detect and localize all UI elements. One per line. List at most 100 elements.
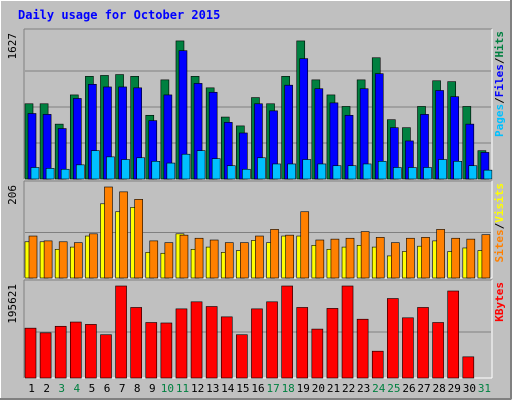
- bar-sites-day-24: [375, 237, 385, 279]
- x-tick-label-day-4: 4: [74, 382, 81, 395]
- x-tick-label-day-5: 5: [89, 382, 96, 395]
- bar-sites-day-27: [421, 237, 430, 279]
- bar-kbytes-day-11: [175, 308, 188, 379]
- bar-kbytes-day-20: [311, 328, 324, 379]
- x-tick-label-day-26: 26: [402, 382, 415, 395]
- x-tick-label-day-10: 10: [161, 382, 174, 395]
- bar-sites-day-6: [104, 186, 113, 279]
- legend-entry: Visits: [493, 183, 506, 223]
- x-tick-label-day-9: 9: [149, 382, 156, 395]
- y-max-label: 195621: [6, 284, 19, 324]
- bar-sites-day-1: [28, 235, 38, 279]
- bar-pages-day-23: [362, 163, 372, 180]
- bar-pages-day-6: [106, 156, 115, 180]
- bar-sites-day-22: [345, 237, 355, 279]
- bar-kbytes-day-21: [326, 308, 339, 379]
- x-tick-label-day-18: 18: [282, 382, 295, 395]
- bar-kbytes-day-14: [220, 316, 233, 379]
- x-tick-label-day-16: 16: [251, 382, 264, 395]
- legend-entry: /: [493, 57, 506, 64]
- bar-pages-day-22: [347, 165, 357, 180]
- bar-kbytes-day-24: [371, 350, 384, 379]
- x-tick-label-day-20: 20: [312, 382, 325, 395]
- bar-pages-day-7: [121, 159, 130, 180]
- bar-kbytes-day-22: [341, 285, 354, 379]
- bar-kbytes-day-9: [145, 322, 158, 379]
- x-tick-label-day-13: 13: [206, 382, 219, 395]
- bar-pages-day-12: [196, 150, 206, 180]
- bar-kbytes-day-27: [417, 307, 429, 379]
- bar-kbytes-day-25: [387, 298, 399, 379]
- bar-pages-day-21: [332, 165, 342, 180]
- x-tick-label-day-27: 27: [417, 382, 430, 395]
- bar-pages-day-9: [151, 161, 161, 180]
- bar-sites-day-5: [89, 233, 98, 279]
- bar-pages-day-19: [302, 159, 312, 180]
- legend: Pages/Files/Hits: [493, 31, 506, 137]
- x-axis-labels: 1 2 3 4 5 6 7 8 9 10 11 12 13 14 15 16 17 18 19 20 21 22 23 24 2…: [28, 382, 491, 395]
- bar-sites-day-29: [451, 237, 461, 279]
- legend-entry: /: [493, 97, 506, 104]
- bar-sites-day-12: [194, 237, 204, 279]
- x-tick-label-day-8: 8: [134, 382, 141, 395]
- bar-pages-day-2: [45, 168, 55, 180]
- bar-sites-day-14: [224, 242, 234, 279]
- bar-sites-day-2: [43, 240, 53, 279]
- bar-pages-day-10: [166, 162, 176, 180]
- bar-kbytes-day-3: [54, 325, 67, 379]
- bar-sites-day-8: [134, 199, 143, 279]
- bar-kbytes-day-7: [115, 285, 127, 379]
- bar-pages-day-20: [317, 163, 327, 180]
- bar-pages-day-25: [393, 167, 402, 180]
- bar-pages-day-1: [30, 167, 40, 180]
- panels-layer: 1627Pages/Files/Hits206Sites/Visits19562…: [6, 28, 506, 379]
- bar-pages-day-27: [423, 167, 432, 180]
- bar-kbytes-day-19: [296, 307, 309, 379]
- legend-entry: Hits: [493, 31, 506, 58]
- bar-sites-day-10: [164, 242, 174, 279]
- x-tick-label-day-29: 29: [448, 382, 461, 395]
- bar-sites-day-16: [255, 235, 264, 279]
- legend: Sites/Visits: [493, 183, 506, 263]
- bar-sites-day-15: [240, 242, 249, 279]
- legend-entry: Pages: [493, 104, 506, 137]
- bar-sites-day-4: [73, 242, 83, 279]
- bar-sites-day-3: [58, 241, 68, 279]
- x-tick-label-day-17: 17: [266, 382, 279, 395]
- bar-sites-day-21: [330, 238, 340, 279]
- bar-kbytes-day-26: [402, 317, 414, 379]
- x-tick-label-day-19: 19: [297, 382, 310, 395]
- chart-title: Daily usage for October 2015: [18, 8, 220, 22]
- x-tick-label-day-25: 25: [387, 382, 400, 395]
- bar-sites-day-25: [391, 242, 400, 279]
- legend-entry: Sites: [493, 229, 506, 262]
- bar-sites-day-13: [209, 239, 219, 279]
- bar-kbytes-day-30: [462, 356, 475, 379]
- bar-sites-day-20: [315, 239, 325, 279]
- bar-kbytes-day-15: [236, 334, 248, 379]
- x-tick-label-day-7: 7: [119, 382, 126, 395]
- bar-pages-day-3: [60, 168, 70, 180]
- bar-pages-day-30: [468, 165, 478, 180]
- x-tick-label-day-6: 6: [104, 382, 111, 395]
- x-tick-label-day-23: 23: [357, 382, 370, 395]
- bar-kbytes-day-2: [39, 332, 52, 379]
- bar-pages-day-18: [287, 163, 296, 180]
- x-tick-label-day-14: 14: [221, 382, 235, 395]
- bar-sites-day-7: [119, 191, 128, 279]
- x-tick-label-day-31: 31: [478, 382, 491, 395]
- x-tick-label-day-12: 12: [191, 382, 204, 395]
- bar-pages-day-15: [242, 168, 251, 180]
- bar-kbytes-day-12: [190, 301, 203, 379]
- bar-pages-day-16: [257, 157, 266, 180]
- bar-pages-day-26: [408, 167, 417, 180]
- legend-entry: Files: [493, 64, 506, 97]
- bar-pages-day-4: [75, 164, 85, 180]
- bar-pages-day-31: [483, 169, 493, 180]
- bar-sites-day-19: [300, 211, 310, 279]
- bar-pages-day-11: [181, 153, 191, 180]
- bar-kbytes-day-4: [69, 321, 82, 379]
- legend-entry: /: [493, 222, 506, 229]
